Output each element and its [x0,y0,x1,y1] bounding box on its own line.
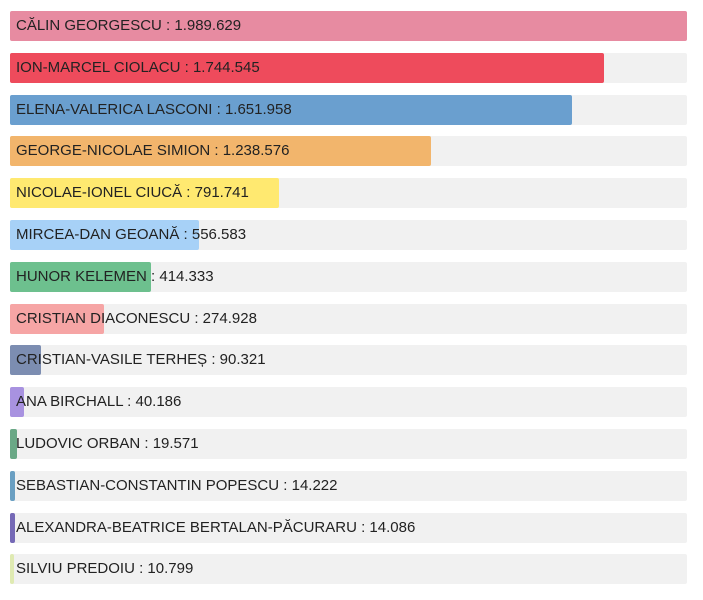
bar [10,304,104,334]
bar [10,471,15,501]
bar-track [10,554,687,584]
bar-label: GEORGE-NICOLAE SIMION : 1.238.576 [16,142,290,159]
bar-track [10,429,687,459]
bar-label: ELENA-VALERICA LASCONI : 1.651.958 [16,101,292,118]
bar-label: SEBASTIAN-CONSTANTIN POPESCU : 14.222 [16,477,338,494]
bar [10,95,572,125]
bar-label: NICOLAE-IONEL CIUCĂ : 791.741 [16,184,249,201]
bar [10,178,279,208]
bar-label: ALEXANDRA-BEATRICE BERTALAN-PĂCURARU : 1… [16,519,416,536]
bar-label: CRISTIAN-VASILE TERHEȘ : 90.321 [16,351,266,368]
bar [10,429,17,459]
bar [10,554,14,584]
bar-label: SILVIU PREDOIU : 10.799 [16,560,194,577]
bar-label: LUDOVIC ORBAN : 19.571 [16,435,199,452]
bar-label: ION-MARCEL CIOLACU : 1.744.545 [16,59,260,76]
bar-track [10,513,687,543]
bar-track [10,471,687,501]
bar [10,513,15,543]
bar-label: CĂLIN GEORGESCU : 1.989.629 [16,17,242,34]
bar-label: CRISTIAN DIACONESCU : 274.928 [16,310,257,327]
bar [10,387,24,417]
bar-track [10,387,687,417]
bar-label: MIRCEA-DAN GEOANĂ : 556.583 [16,226,247,243]
bar [10,345,41,375]
bar [10,220,199,250]
bar [10,262,151,292]
bar-track [10,304,687,334]
bar-label: HUNOR KELEMEN : 414.333 [16,268,214,285]
bar [10,53,604,83]
bar-track [10,345,687,375]
bar [10,136,431,166]
bar-label: ANA BIRCHALL : 40.186 [16,393,182,410]
bar [10,11,687,41]
